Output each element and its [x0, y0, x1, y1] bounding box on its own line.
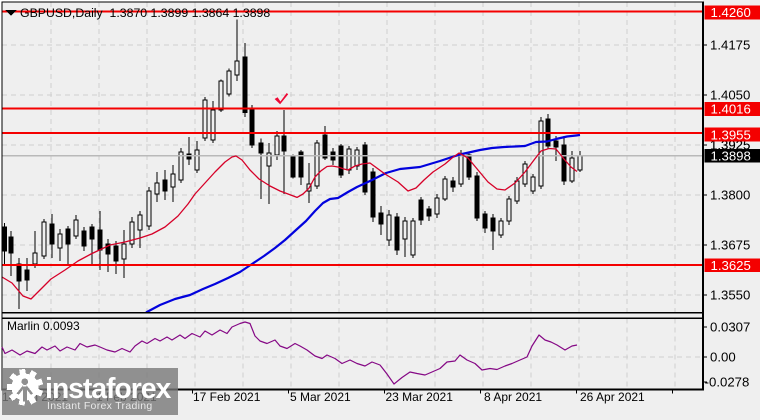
svg-text:1.4016: 1.4016 — [711, 102, 751, 117]
svg-text:1.4050: 1.4050 — [710, 88, 750, 103]
svg-text:8 Apr 2021: 8 Apr 2021 — [484, 390, 542, 404]
svg-text:1.3675: 1.3675 — [710, 238, 750, 253]
svg-text:1.3800: 1.3800 — [710, 188, 750, 203]
svg-text:0.0307: 0.0307 — [710, 320, 750, 335]
svg-text:1.4175: 1.4175 — [710, 38, 750, 53]
svg-text:5 Mar 2021: 5 Mar 2021 — [290, 390, 351, 404]
svg-text:17 Feb 2021: 17 Feb 2021 — [193, 390, 261, 404]
svg-text:26 Apr 2021: 26 Apr 2021 — [580, 390, 645, 404]
svg-text:GBPUSD,Daily 1.3870 1.3899 1.: GBPUSD,Daily 1.3870 1.3899 1.3864 1.3898 — [20, 6, 270, 20]
svg-text:23 Mar 2021: 23 Mar 2021 — [386, 390, 454, 404]
svg-text:1.3955: 1.3955 — [711, 127, 751, 142]
svg-text:Marlin 0.0093: Marlin 0.0093 — [7, 319, 80, 333]
svg-text:1.4260: 1.4260 — [711, 5, 751, 20]
svg-text:0.00: 0.00 — [710, 350, 736, 365]
svg-text:1.3625: 1.3625 — [711, 258, 751, 273]
svg-text:Instant Forex Trading: Instant Forex Trading — [47, 400, 153, 412]
svg-text:1.3550: 1.3550 — [710, 288, 750, 303]
svg-text:-0.0278: -0.0278 — [705, 375, 750, 390]
svg-text:1.3898: 1.3898 — [711, 149, 751, 164]
